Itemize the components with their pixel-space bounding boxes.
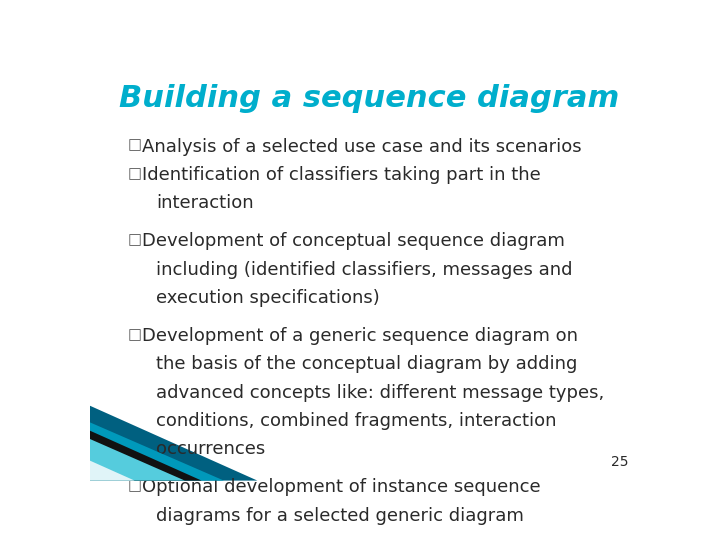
Text: □: □	[128, 138, 142, 153]
Text: □: □	[128, 232, 142, 247]
Text: Optional development of instance sequence: Optional development of instance sequenc…	[142, 478, 541, 496]
Text: including (identified classifiers, messages and: including (identified classifiers, messa…	[156, 261, 572, 279]
Text: the basis of the conceptual diagram by adding: the basis of the conceptual diagram by a…	[156, 355, 577, 373]
Text: □: □	[128, 478, 142, 493]
Text: conditions, combined fragments, interaction: conditions, combined fragments, interact…	[156, 412, 557, 430]
Text: 25: 25	[611, 455, 629, 469]
Polygon shape	[90, 406, 258, 481]
Polygon shape	[90, 461, 135, 481]
Text: occurrences: occurrences	[156, 440, 265, 458]
Text: advanced concepts like: different message types,: advanced concepts like: different messag…	[156, 383, 604, 402]
Text: □: □	[128, 166, 142, 181]
Text: Building a sequence diagram: Building a sequence diagram	[119, 84, 619, 112]
Polygon shape	[90, 422, 224, 481]
Polygon shape	[90, 439, 185, 481]
Text: Identification of classifiers taking part in the: Identification of classifiers taking par…	[142, 166, 541, 184]
Text: interaction: interaction	[156, 194, 253, 212]
Text: diagrams for a selected generic diagram: diagrams for a selected generic diagram	[156, 507, 523, 524]
Text: Analysis of a selected use case and its scenarios: Analysis of a selected use case and its …	[142, 138, 582, 156]
Text: Development of a generic sequence diagram on: Development of a generic sequence diagra…	[142, 327, 578, 345]
Text: execution specifications): execution specifications)	[156, 289, 379, 307]
Polygon shape	[90, 431, 202, 481]
Text: □: □	[128, 327, 142, 342]
Text: Development of conceptual sequence diagram: Development of conceptual sequence diagr…	[142, 232, 564, 250]
